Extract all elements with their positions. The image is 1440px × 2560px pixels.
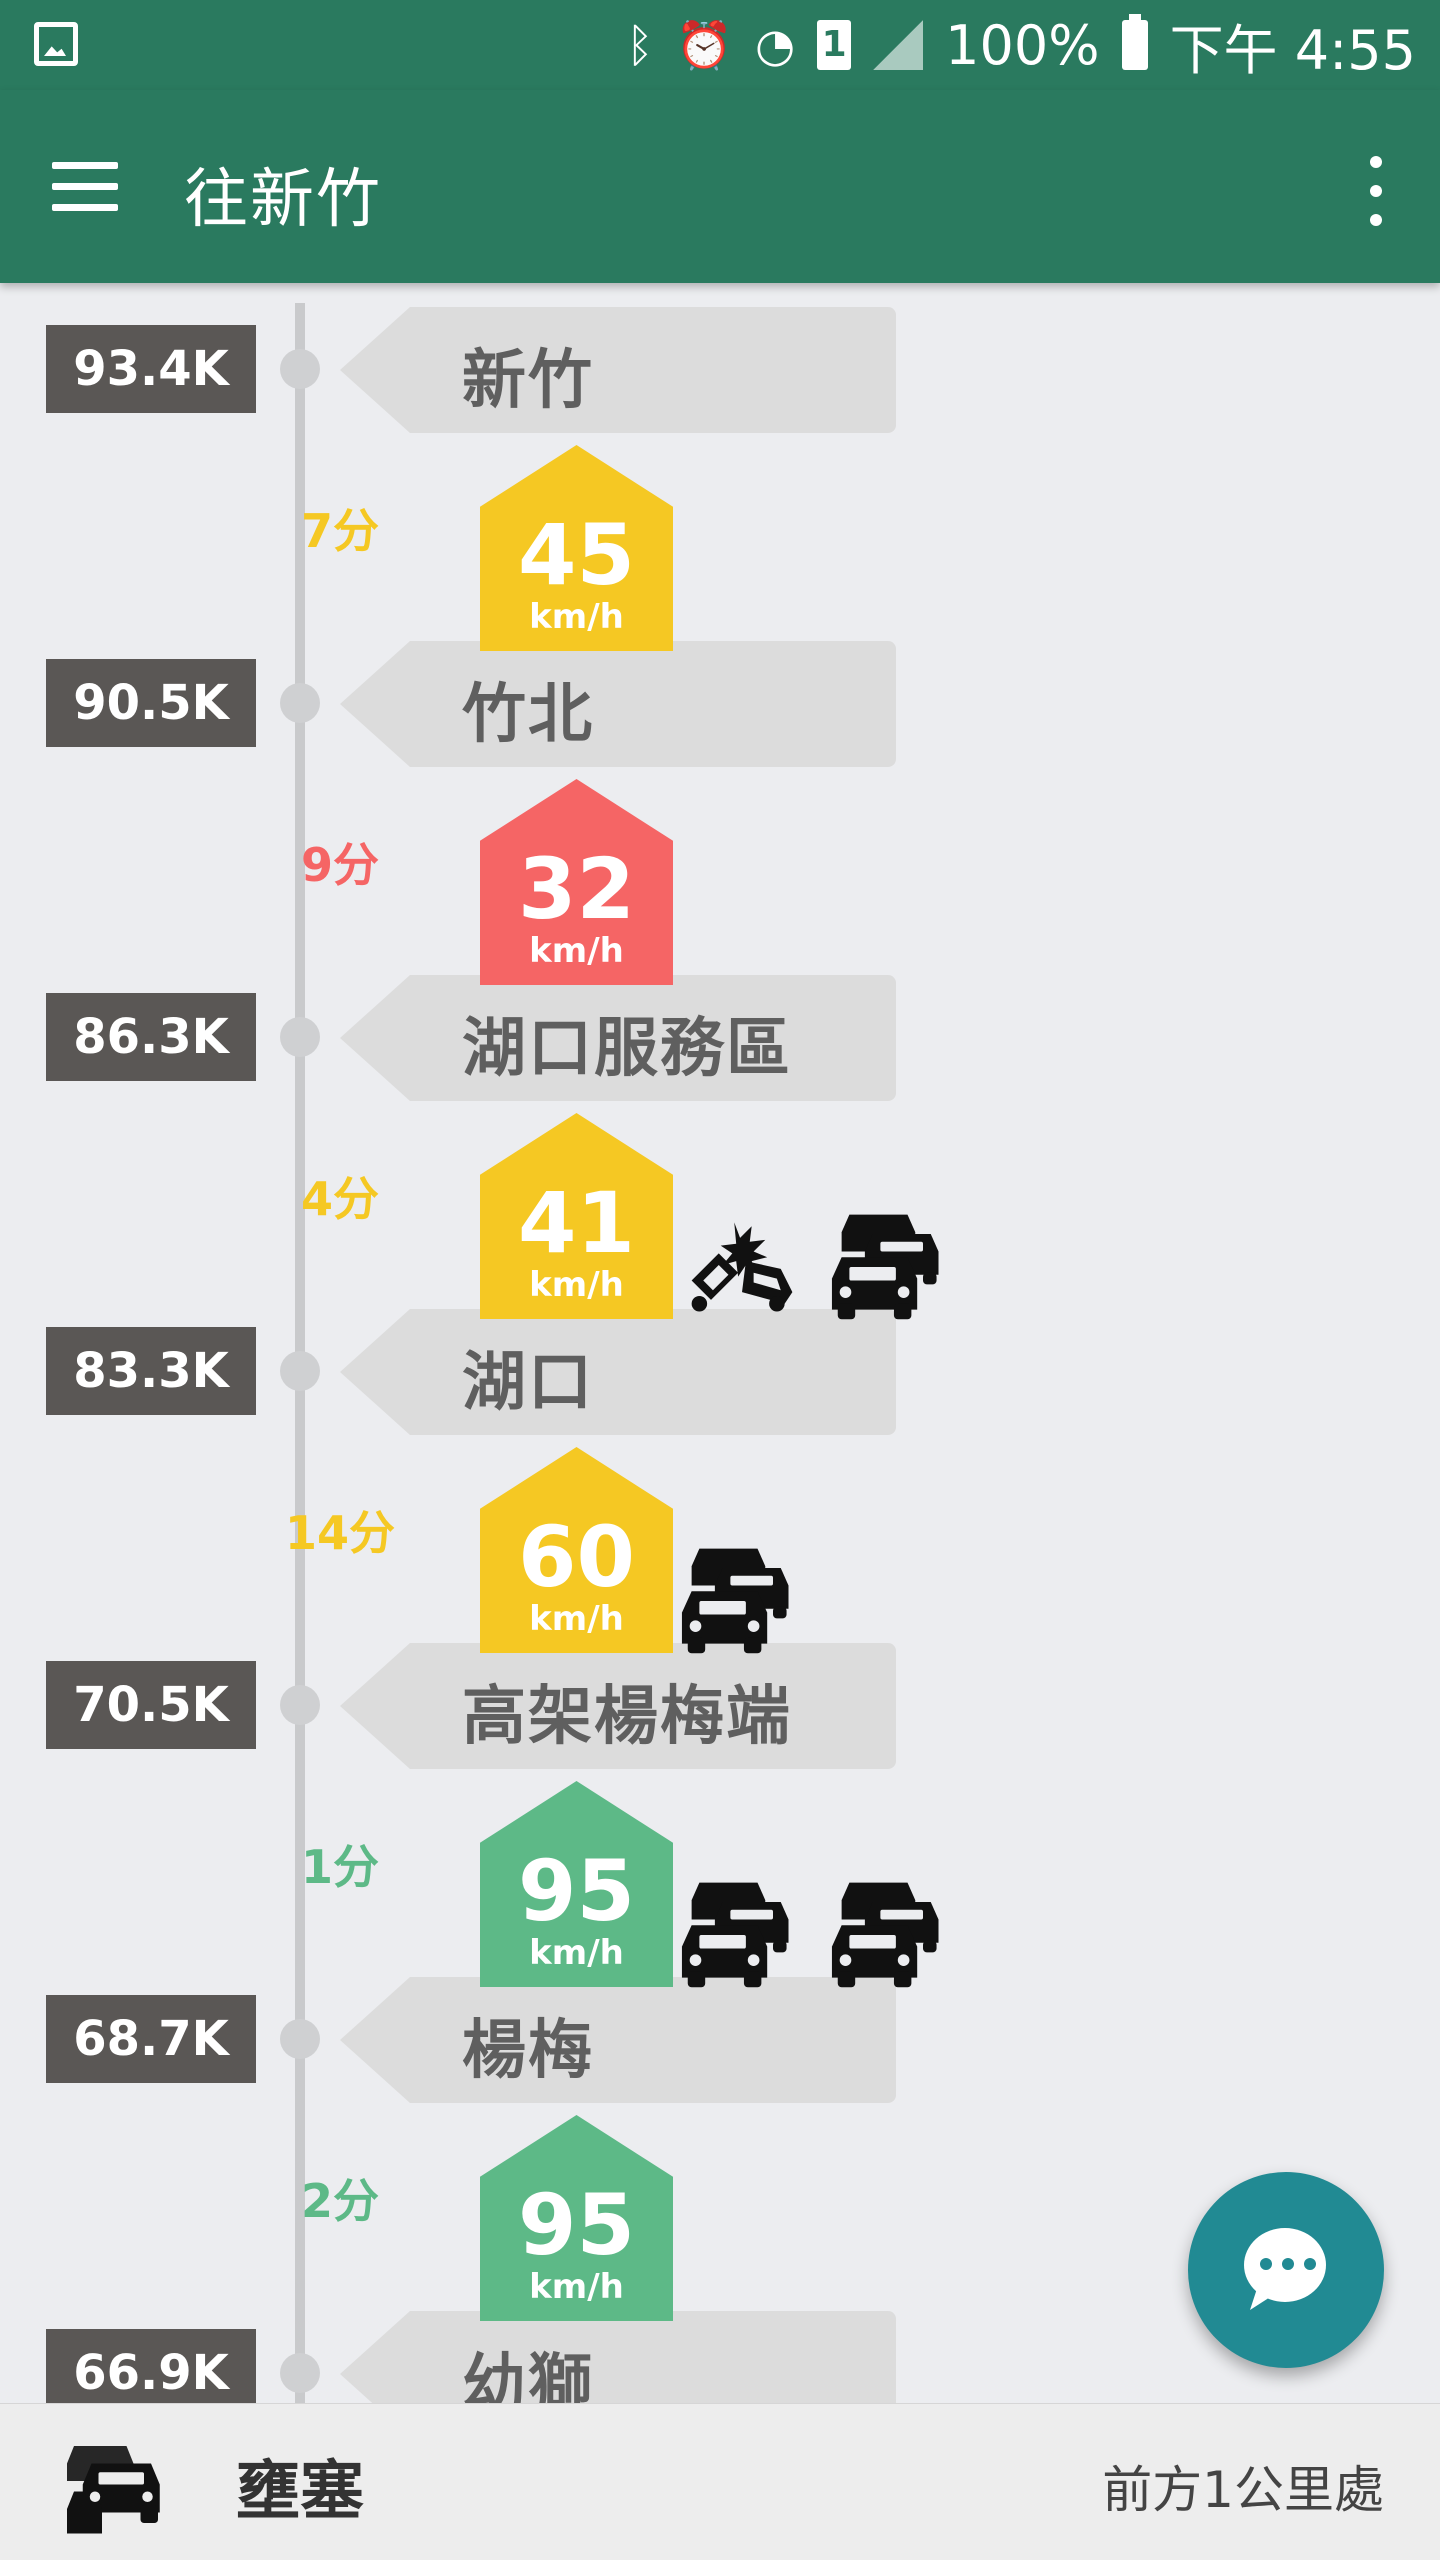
speed-value: 95: [518, 2176, 635, 2274]
speed-unit: km/h: [529, 2267, 624, 2307]
station-km: 90.5K: [46, 659, 256, 747]
segment-event-icons: [680, 1537, 804, 1661]
more-vert-icon[interactable]: [1356, 156, 1396, 226]
speed-value: 41: [518, 1174, 635, 1272]
traffic-jam-icon: [681, 1548, 789, 1654]
station-name: 幼獅: [462, 2348, 594, 2403]
road-segment[interactable]: 14分 60 km/h: [0, 1397, 1100, 1654]
accident-icon: [691, 1222, 793, 1312]
station-name: 楊梅: [462, 2014, 594, 2088]
status-icons: ᛒ ⏰ ◔ 1 100% 下午 4:55: [626, 10, 1416, 82]
speed-value: 95: [518, 1842, 635, 1940]
segment-event-icons: [680, 1871, 954, 1995]
station-dot: [280, 1685, 320, 1725]
speed-value: 60: [518, 1508, 635, 1606]
travel-time: 4分: [300, 1172, 379, 1226]
station-name: 湖口服務區: [462, 1012, 792, 1086]
station-name-tag[interactable]: 湖口: [340, 1309, 896, 1435]
traffic-jam-icon: [831, 1882, 939, 1988]
station-dot: [280, 349, 320, 389]
station-dot: [280, 1017, 320, 1057]
station-dot: [280, 2353, 320, 2393]
speed-badge: 95 km/h: [480, 1781, 673, 1987]
station-name-tag[interactable]: 楊梅: [340, 1977, 896, 2103]
travel-time: 1分: [300, 1840, 379, 1894]
bottom-status-bar[interactable]: 壅塞 前方1公里處: [0, 2403, 1440, 2560]
status-bar: ᛒ ⏰ ◔ 1 100% 下午 4:55: [0, 0, 1440, 90]
battery-icon: [1121, 14, 1148, 70]
station-name-tag[interactable]: 高架楊梅端: [340, 1643, 896, 1769]
wifi-icon: ◔: [755, 18, 796, 72]
station-dot: [280, 1351, 320, 1391]
speed-value: 32: [518, 840, 635, 938]
station-row[interactable]: 93.4K 新竹: [0, 287, 1000, 433]
battery-percent: 100%: [945, 13, 1100, 77]
travel-time: 2分: [300, 2174, 379, 2228]
road-segment[interactable]: 1分 95 km/h: [0, 1731, 1100, 1988]
clock: 下午 4:55: [1169, 18, 1416, 82]
speed-badge: 45 km/h: [480, 445, 673, 651]
station-dot: [280, 683, 320, 723]
station-dot: [280, 2019, 320, 2059]
road-segment[interactable]: 2分 95 km/h: [0, 2065, 1100, 2321]
speed-unit: km/h: [529, 597, 624, 637]
travel-time: 14分: [284, 1506, 395, 1560]
speed-value: 45: [518, 506, 635, 604]
station-name: 新竹: [462, 344, 594, 418]
station-km: 68.7K: [46, 1995, 256, 2083]
station-name: 高架楊梅端: [462, 1680, 792, 1754]
station-row[interactable]: 66.9K 幼獅: [0, 2291, 1000, 2403]
station-name-tag[interactable]: 幼獅: [340, 2311, 896, 2403]
speed-unit: km/h: [529, 1933, 624, 1973]
page-title: 往新竹: [184, 163, 382, 237]
signal-icon: [873, 20, 924, 70]
road-segment[interactable]: 9分 32 km/h: [0, 729, 1100, 985]
speed-badge: 32 km/h: [480, 779, 673, 985]
speed-badge: 95 km/h: [480, 2115, 673, 2321]
alarm-icon: ⏰: [675, 18, 734, 72]
speed-badge: 60 km/h: [480, 1447, 673, 1653]
sim-icon: 1: [817, 20, 852, 70]
traffic-jam-icon: [67, 2446, 160, 2534]
station-name-tag[interactable]: 新竹: [340, 307, 896, 433]
travel-time: 9分: [300, 838, 379, 892]
station-name-tag[interactable]: 竹北: [340, 641, 896, 767]
bluetooth-icon: ᛒ: [626, 18, 654, 72]
station-km: 70.5K: [46, 1661, 256, 1749]
station-km: 86.3K: [46, 993, 256, 1081]
speed-badge: 41 km/h: [480, 1113, 673, 1319]
station-row[interactable]: 68.7K 楊梅: [0, 1957, 1000, 2103]
speed-unit: km/h: [529, 1599, 624, 1639]
travel-time: 7分: [300, 504, 379, 558]
road-segment[interactable]: 4分 41 km/h: [0, 1063, 1100, 1320]
congestion-status: 壅塞: [236, 2455, 364, 2529]
menu-icon[interactable]: [52, 162, 118, 212]
speed-unit: km/h: [529, 1265, 624, 1305]
station-km: 93.4K: [46, 325, 256, 413]
app-bar: 往新竹: [0, 90, 1440, 283]
route-timeline[interactable]: 93.4K 新竹 90.5K 竹北 86.3K 湖口服務區 83.3K 湖口 7…: [0, 283, 1440, 2403]
traffic-jam-icon: [681, 1882, 789, 1988]
congestion-distance: 前方1公里處: [1102, 2461, 1384, 2519]
station-row[interactable]: 83.3K 湖口: [0, 1289, 1000, 1435]
traffic-jam-icon: [831, 1214, 939, 1320]
chat-fab-button[interactable]: [1188, 2172, 1384, 2368]
station-row[interactable]: 90.5K 竹北: [0, 621, 1000, 767]
station-name: 竹北: [462, 678, 594, 752]
road-segment[interactable]: 7分 45 km/h: [0, 395, 1100, 651]
station-km: 66.9K: [46, 2329, 256, 2403]
image-icon: [34, 22, 78, 66]
station-row[interactable]: 86.3K 湖口服務區: [0, 955, 1000, 1101]
segment-event-icons: [680, 1203, 954, 1327]
station-km: 83.3K: [46, 1327, 256, 1415]
station-row[interactable]: 70.5K 高架楊梅端: [0, 1623, 1000, 1769]
station-name: 湖口: [462, 1346, 594, 1420]
speed-unit: km/h: [529, 931, 624, 971]
station-name-tag[interactable]: 湖口服務區: [340, 975, 896, 1101]
